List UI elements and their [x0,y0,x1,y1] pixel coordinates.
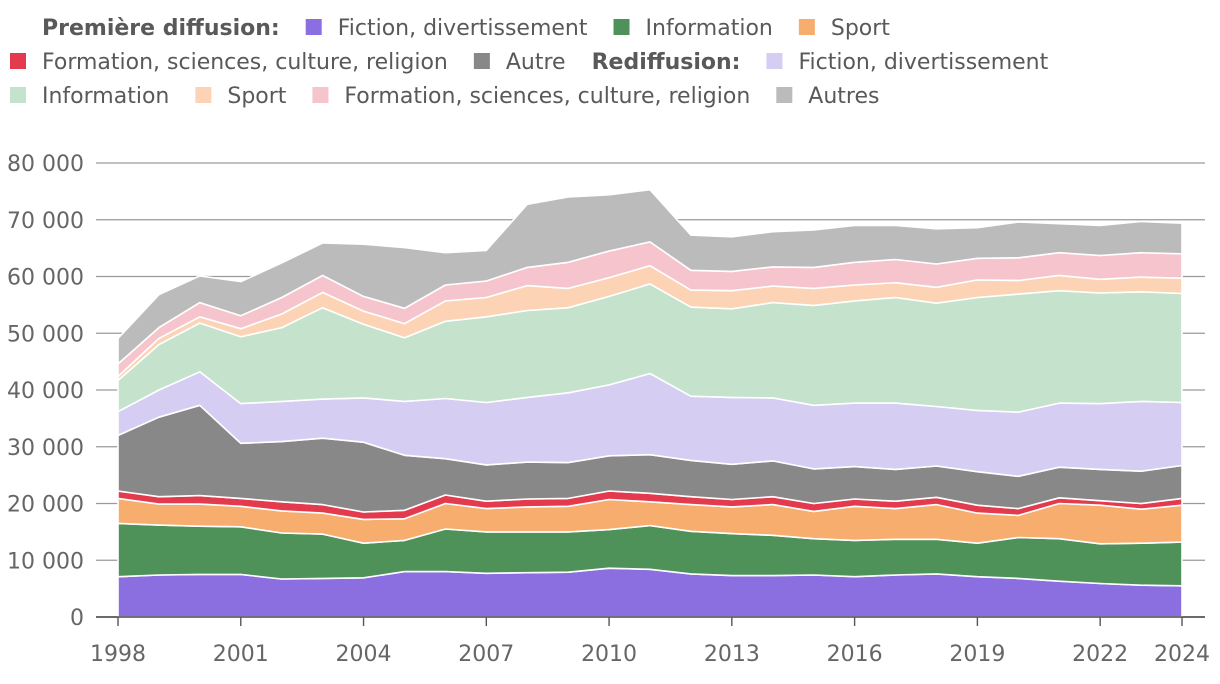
x-tick-label: 2013 [704,642,760,667]
legend-swatch [305,19,322,35]
x-tick-label: 2022 [1072,642,1128,667]
legend-heading: Rediffusion: [592,50,741,75]
x-tick-label: 2007 [458,642,514,667]
legend-swatch [312,87,329,103]
legend-label: Autre [506,50,566,75]
legend-item: Information [613,16,773,41]
legend-label: Formation, sciences, culture, religion [344,84,750,109]
legend-item: Formation, sciences, culture, religion [312,84,750,109]
legend-label: Information [42,84,169,109]
x-tick-label: 2024 [1154,642,1210,667]
chart-legend: Première diffusion: Fiction, divertisseme… [10,16,1049,109]
legend-label: Fiction, divertissement [338,16,588,41]
legend-item: Formation, sciences, culture, religion [10,50,448,75]
x-tick-label: 2004 [336,642,392,667]
x-tick-label: 2019 [949,642,1005,667]
legend-swatch [473,53,490,69]
x-tick-label: 2010 [581,642,637,667]
x-axis-ticks: 1998 2001 2004 2007 2010 2013 2016 2019 2022 2024 [90,617,1210,667]
legend-swatch [776,87,793,103]
x-tick-label: 2001 [213,642,269,667]
y-tick-label: 20 000 [7,493,84,518]
legend-label: Autres [808,84,879,109]
legend-label: Sport [227,84,286,109]
legend-item: Fiction, divertissement [305,16,588,41]
legend-heading: Première diffusion: [42,16,280,41]
legend-swatch [798,19,815,35]
legend-label: Sport [831,16,890,41]
y-tick-label: 60 000 [7,266,84,291]
legend-item: Autres [776,84,879,109]
legend-label: Information [646,16,773,41]
y-axis-ticks: 0 10 000 20 000 30 000 40 000 50 000 60 000 70 … [7,152,84,631]
legend-swatch [195,87,212,103]
y-tick-label: 0 [70,606,84,631]
legend-label: Formation, sciences, culture, religion [42,50,448,75]
y-tick-label: 30 000 [7,436,84,461]
y-tick-label: 50 000 [7,322,84,347]
y-tick-label: 70 000 [7,209,84,234]
x-tick-label: 1998 [90,642,146,667]
legend-item: Information [10,84,169,109]
legend-swatch [613,19,630,35]
legend-item: Sport [195,84,287,109]
legend-swatch [10,87,26,103]
y-tick-label: 80 000 [7,152,84,177]
legend-label: Fiction, divertissement [798,50,1048,75]
legend-item: Autre [473,50,566,75]
legend-item: Fiction, divertissement [766,50,1049,75]
legend-item: Sport [798,16,890,41]
y-tick-label: 10 000 [7,549,84,574]
x-tick-label: 2016 [827,642,883,667]
series-areas [117,188,1183,618]
y-tick-label: 40 000 [7,379,84,404]
legend-swatch [766,53,783,69]
series-area-9 [117,188,1183,365]
legend-swatch [10,53,26,69]
